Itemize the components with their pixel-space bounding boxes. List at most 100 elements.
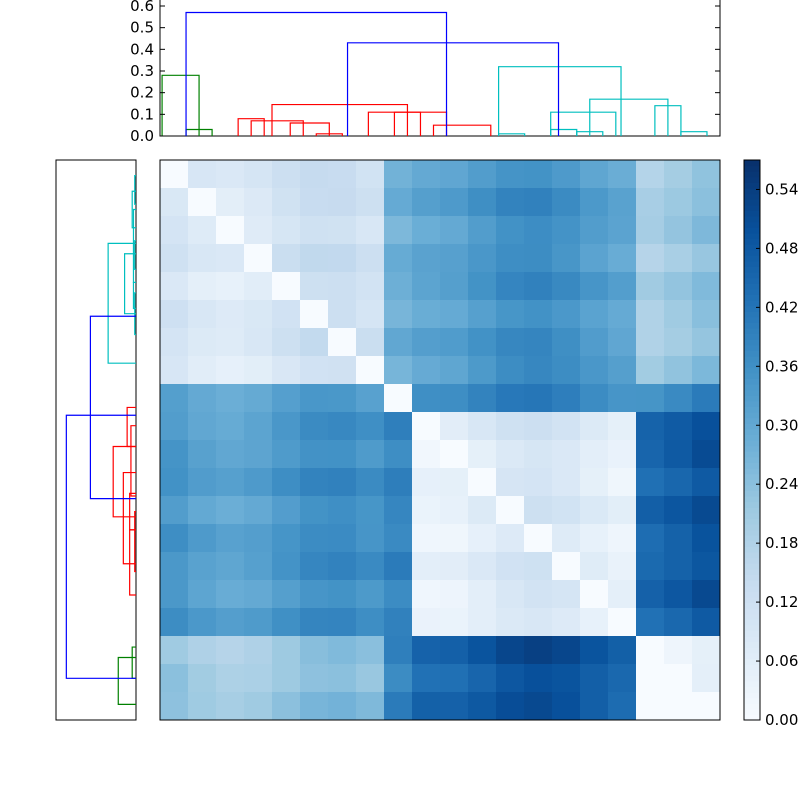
heatmap-cell: [300, 356, 329, 385]
heatmap-cell: [244, 608, 273, 637]
heatmap-cell: [328, 496, 357, 525]
heatmap-cell: [692, 664, 721, 693]
heatmap-cell: [160, 272, 189, 301]
heatmap-cell: [552, 440, 581, 469]
heatmap-cell: [608, 440, 637, 469]
heatmap-cell: [384, 188, 413, 217]
colorbar-segment: [744, 428, 760, 435]
heatmap-cell: [272, 188, 301, 217]
heatmap-cell: [272, 216, 301, 245]
heatmap-cell: [356, 664, 385, 693]
heatmap-cell: [524, 524, 553, 553]
heatmap-cell: [608, 272, 637, 301]
colorbar-segment: [744, 568, 760, 575]
colorbar-segment: [744, 708, 760, 715]
heatmap-cell: [608, 384, 637, 413]
heatmap-cell: [328, 300, 357, 329]
heatmap-cell: [608, 496, 637, 525]
top-dendrogram-link: [432, 124, 492, 136]
colorbar-segment: [744, 294, 760, 301]
heatmap-cell: [664, 552, 693, 581]
heatmap-cell: [440, 692, 469, 721]
heatmap-cell: [216, 552, 245, 581]
heatmap-cell: [692, 412, 721, 441]
heatmap-cell: [468, 496, 497, 525]
colorbar-segment: [744, 630, 760, 637]
heatmap-cell: [552, 300, 581, 329]
heatmap-cell: [188, 272, 217, 301]
heatmap-cell: [356, 272, 385, 301]
left-dendrogram-link: [132, 208, 136, 284]
heatmap-cell: [216, 664, 245, 693]
heatmap-cell: [384, 636, 413, 665]
colorbar-segment: [744, 507, 760, 514]
heatmap-cell: [272, 440, 301, 469]
heatmap-cell: [524, 412, 553, 441]
top-dendrogram-link: [498, 133, 526, 136]
heatmap-cell: [188, 356, 217, 385]
heatmap-cell: [524, 580, 553, 609]
heatmap-cell: [524, 468, 553, 497]
heatmap-cell: [468, 272, 497, 301]
left-dendrogram-link: [134, 175, 136, 205]
heatmap-cell: [384, 608, 413, 637]
heatmap-cell: [412, 328, 441, 357]
heatmap-cell: [356, 524, 385, 553]
top-dendrogram-link: [185, 11, 448, 136]
heatmap-cell: [664, 188, 693, 217]
heatmap-cell: [328, 328, 357, 357]
heatmap-cell: [468, 216, 497, 245]
heatmap-cell: [160, 608, 189, 637]
colorbar-segment: [744, 680, 760, 687]
heatmap-cell: [384, 160, 413, 189]
heatmap-cell: [664, 468, 693, 497]
heatmap-cell: [188, 412, 217, 441]
top-dendrogram-tick-label: 0.3: [130, 62, 154, 80]
colorbar-segment: [744, 462, 760, 469]
heatmap-cell: [188, 608, 217, 637]
heatmap-cell: [300, 524, 329, 553]
heatmap-cell: [244, 468, 273, 497]
heatmap-cell: [244, 188, 273, 217]
heatmap-cell: [244, 244, 273, 273]
heatmap-cell: [524, 384, 553, 413]
heatmap-cell: [552, 524, 581, 553]
heatmap-cell: [384, 384, 413, 413]
heatmap-cell: [244, 692, 273, 721]
colorbar-segment: [744, 412, 760, 419]
heatmap-cell: [468, 608, 497, 637]
heatmap-cell: [188, 580, 217, 609]
heatmap-cell: [552, 496, 581, 525]
colorbar-segment: [744, 518, 760, 525]
colorbar-segment: [744, 591, 760, 598]
heatmap-cell: [440, 356, 469, 385]
left-dendrogram-frame: [55, 159, 137, 721]
heatmap-cell: [496, 524, 525, 553]
heatmap-cell: [356, 244, 385, 273]
heatmap-cell: [160, 580, 189, 609]
heatmap-cell: [216, 188, 245, 217]
heatmap-cell: [608, 300, 637, 329]
heatmap-cell: [328, 608, 357, 637]
heatmap-cell: [552, 552, 581, 581]
heatmap-cell: [580, 188, 609, 217]
heatmap-cell: [552, 356, 581, 385]
left-dendrogram-link: [129, 529, 136, 596]
heatmap-cell: [160, 636, 189, 665]
heatmap-cell: [300, 580, 329, 609]
heatmap-cell: [692, 384, 721, 413]
heatmap-cell: [272, 412, 301, 441]
heatmap-cell: [440, 216, 469, 245]
heatmap-cell: [580, 552, 609, 581]
heatmap-cell: [188, 692, 217, 721]
heatmap-cell: [580, 244, 609, 273]
heatmap-cell: [328, 664, 357, 693]
heatmap-cell: [692, 440, 721, 469]
colorbar-segment: [744, 501, 760, 508]
heatmap-cell: [300, 440, 329, 469]
heatmap-cell: [440, 160, 469, 189]
left-dendrogram-link: [89, 315, 136, 500]
colorbar-segment: [744, 703, 760, 710]
heatmap-cell: [356, 328, 385, 357]
